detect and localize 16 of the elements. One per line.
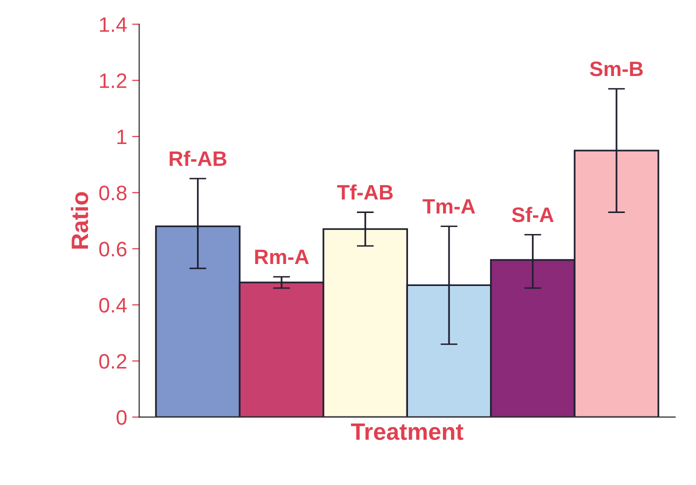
x-tick-label: Sm-B (590, 62, 643, 76)
y-tick-label: 0.6 (99, 242, 126, 256)
y-tick-label: 0.2 (99, 354, 126, 369)
y-axis-title: Ratio (70, 192, 88, 249)
x-tick-label: Rf-AB (170, 150, 226, 166)
x-axis-title: Treatment (351, 424, 464, 440)
y-tick-label: 0.8 (99, 186, 126, 200)
x-tick-label: Rm-A (255, 250, 309, 264)
x-tick-label: Tf-AB (337, 184, 393, 200)
y-tick-label: 1 (117, 130, 126, 144)
y-tick-label: 1.2 (100, 73, 126, 88)
y-tick-label: 0 (116, 410, 127, 425)
y-tick-label: 0.4 (99, 298, 127, 313)
x-tick-label: Tm-A (422, 199, 476, 214)
x-tick-label: Sf-A (512, 206, 554, 222)
y-tick-label: 1.4 (100, 17, 127, 32)
